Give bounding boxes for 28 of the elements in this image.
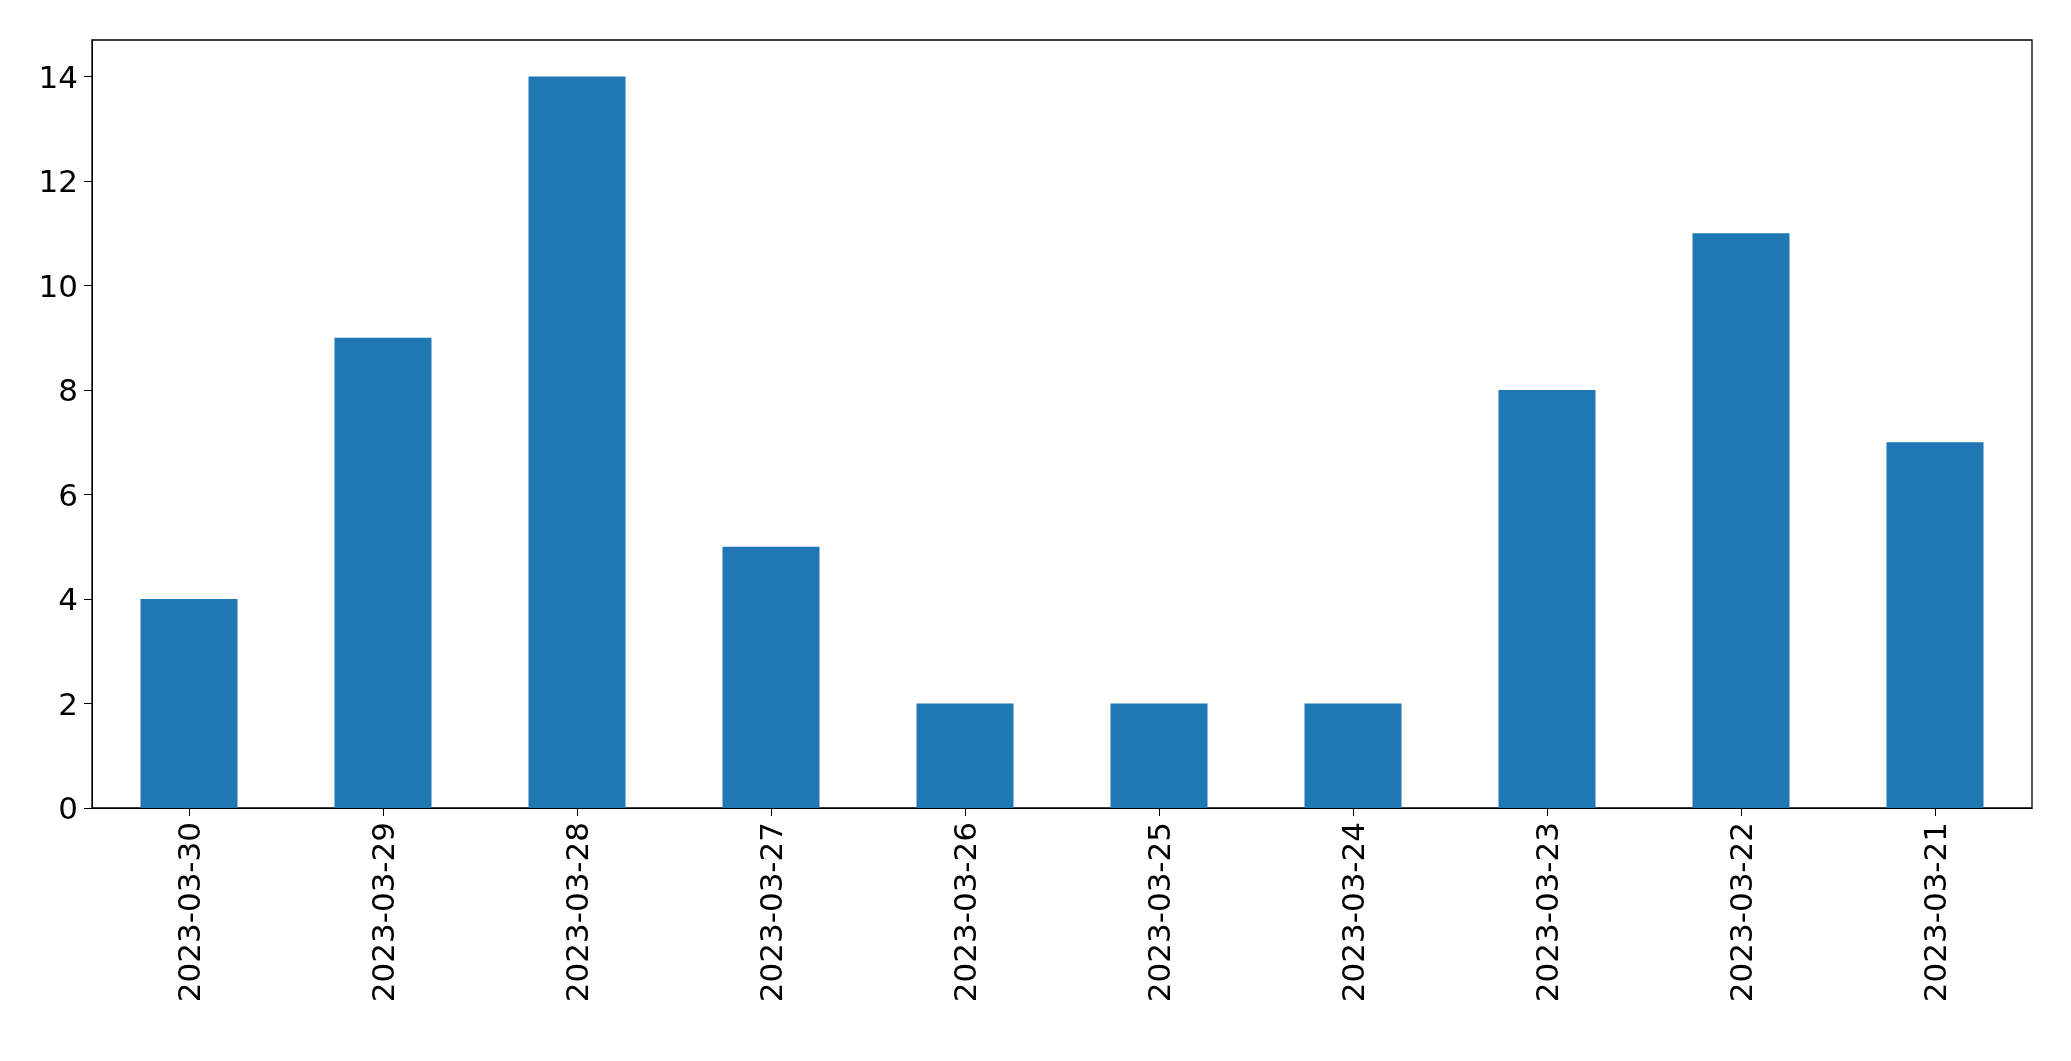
- x-tick-label: 2023-03-21: [1917, 822, 1953, 1003]
- y-tick-label: 0: [58, 790, 78, 826]
- y-tick-label: 6: [58, 476, 78, 513]
- bar: [1886, 442, 1984, 808]
- x-tick-label: 2023-03-27: [753, 822, 789, 1003]
- bar: [140, 599, 238, 808]
- y-tick-label: 10: [38, 267, 78, 304]
- x-tick-label: 2023-03-23: [1529, 822, 1565, 1003]
- bar: [1692, 233, 1790, 808]
- bar: [1498, 390, 1596, 808]
- x-tick-label: 2023-03-24: [1335, 822, 1371, 1003]
- x-tick-label: 2023-03-22: [1723, 822, 1759, 1003]
- bar: [722, 546, 820, 808]
- y-tick-label: 2: [58, 685, 78, 722]
- bar: [334, 337, 432, 808]
- x-tick-label: 2023-03-26: [947, 822, 983, 1003]
- x-tick-label: 2023-03-25: [1141, 822, 1177, 1003]
- bar: [528, 76, 626, 808]
- bar: [916, 703, 1014, 808]
- x-tick-label: 2023-03-30: [171, 822, 207, 1003]
- y-tick-label: 14: [38, 58, 78, 95]
- y-tick-label: 12: [38, 163, 78, 200]
- y-tick-label: 8: [58, 372, 78, 409]
- bar: [1110, 703, 1208, 808]
- bar: [1304, 703, 1402, 808]
- x-tick-label: 2023-03-28: [559, 822, 595, 1003]
- x-tick-label: 2023-03-29: [365, 822, 401, 1003]
- y-tick-label: 4: [58, 581, 78, 618]
